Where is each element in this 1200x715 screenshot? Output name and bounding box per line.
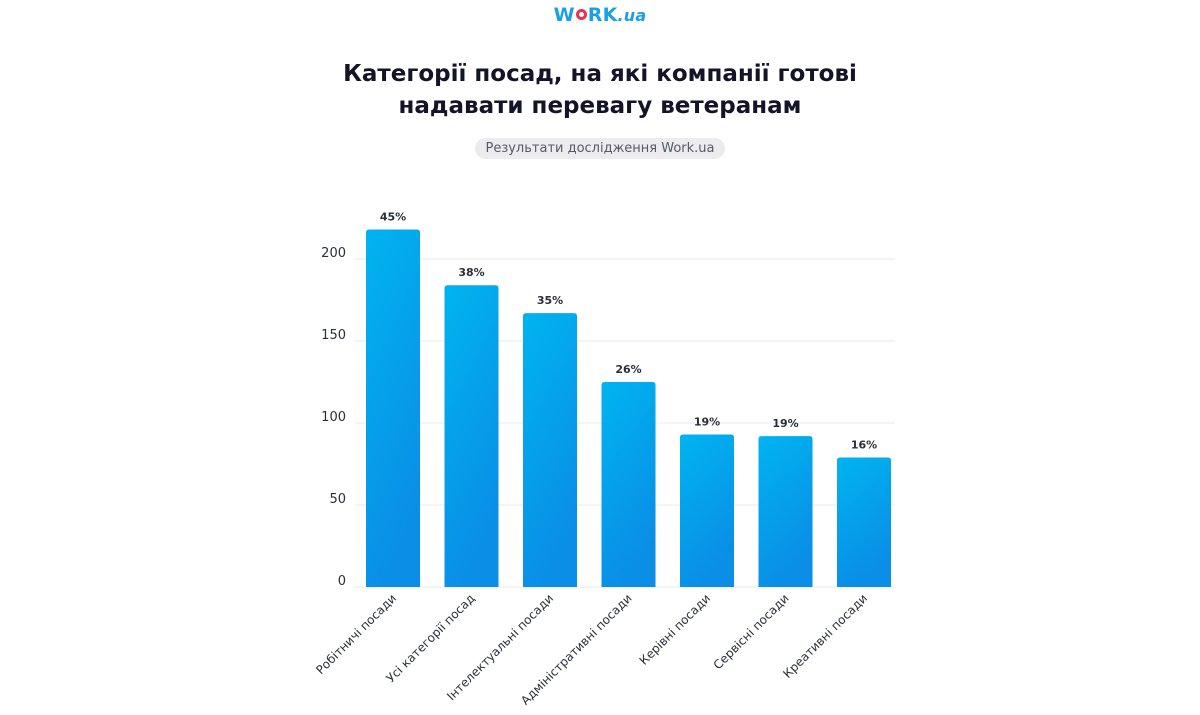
chart-title-line-1: Категорії посад, на які компанії готові <box>343 61 857 87</box>
bar <box>444 285 499 587</box>
bar <box>523 313 577 587</box>
chart-title: Категорії посад, на які компанії готові … <box>0 58 1200 122</box>
data-label: 19% <box>694 415 720 428</box>
logo-target-icon <box>575 9 587 20</box>
bars <box>366 229 891 588</box>
y-tick-label: 0 <box>338 574 346 589</box>
x-tick-label: Усі категорії посад <box>383 591 477 685</box>
data-label: 35% <box>537 294 563 307</box>
x-tick-label: Робітничі посади <box>313 591 399 677</box>
data-label: 19% <box>772 417 798 430</box>
x-tick-label: Сервісні посади <box>711 591 792 672</box>
bar <box>366 229 420 588</box>
bar <box>680 434 734 587</box>
bar <box>758 436 813 587</box>
chart-subtitle-badge: Результати дослідження Work.ua <box>475 138 725 159</box>
y-tick-label: 150 <box>321 328 346 343</box>
y-axis-ticks: 0 50 100 150 200 <box>321 246 346 589</box>
data-label: 26% <box>615 363 641 376</box>
chart-title-line-2: надавати перевагу ветеранам <box>398 93 802 119</box>
data-label: 38% <box>458 266 484 279</box>
x-tick-label: Керівні посади <box>637 591 713 667</box>
y-tick-label: 200 <box>321 246 346 261</box>
bar <box>601 382 656 587</box>
data-labels: 45% 38% 35% 26% 19% 19% 16% <box>380 210 877 451</box>
logo-text: W RK <box>553 4 618 26</box>
data-label: 16% <box>851 438 877 451</box>
y-tick-label: 50 <box>329 492 346 507</box>
bar <box>837 457 891 587</box>
subtitle-container: Результати дослідження Work.ua <box>0 138 1200 159</box>
work-ua-logo: W RK.ua <box>0 4 1200 26</box>
y-tick-label: 100 <box>321 410 346 425</box>
x-tick-label: Креативні посади <box>780 591 870 681</box>
logo-suffix: .ua <box>617 6 647 25</box>
data-label: 45% <box>380 210 406 223</box>
